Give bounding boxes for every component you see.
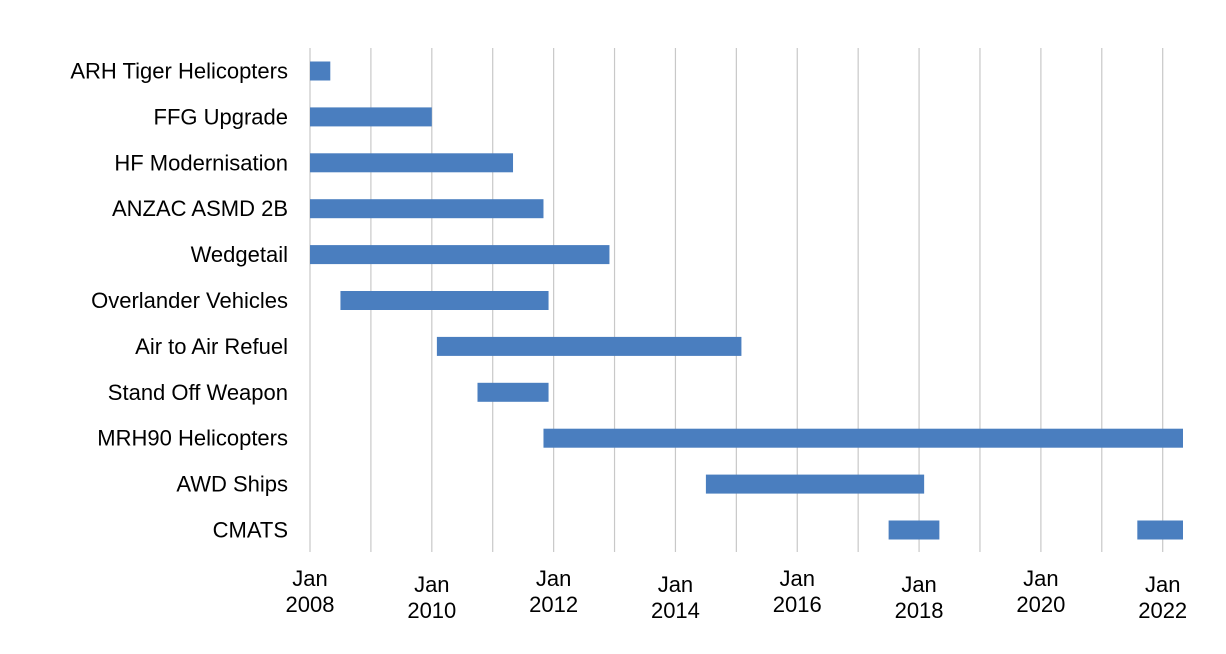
x-tick-label-month: Jan [1023, 566, 1058, 591]
x-tick-label-year: 2010 [407, 598, 456, 623]
x-tick-label-month: Jan [292, 566, 327, 591]
grid-lines [309, 48, 1164, 552]
x-tick-label-year: 2008 [286, 592, 335, 617]
bar-awd-ships [705, 474, 925, 494]
bar-arh-tiger-helicopters [310, 61, 331, 81]
bar-cmats-1 [888, 520, 940, 540]
bar-overlander-vehicles [340, 291, 549, 310]
x-tick-label-year: 2016 [773, 592, 822, 617]
x-tick-label-year: 2020 [1016, 592, 1065, 617]
category-label: ANZAC ASMD 2B [112, 196, 288, 221]
category-labels: ARH Tiger Helicopters FFG Upgrade HF Moder… [70, 59, 288, 543]
bar-hf-modernisation [310, 153, 514, 173]
x-tick-label-year: 2014 [651, 598, 700, 623]
category-label: MRH90 Helicopters [97, 426, 288, 451]
x-tick-label-year: 2022 [1138, 598, 1187, 623]
bar-stand-off-weapon [477, 382, 549, 402]
category-label: Air to Air Refuel [135, 334, 288, 359]
x-tick-label-month: Jan [536, 566, 571, 591]
category-label: Overlander Vehicles [91, 288, 288, 313]
category-label: CMATS [213, 518, 288, 543]
category-label: HF Modernisation [114, 150, 288, 175]
x-tick-label-year: 2012 [529, 592, 578, 617]
x-tick-label-month: Jan [780, 566, 815, 591]
bar-air-to-air-refuel [436, 336, 742, 356]
x-tick-label-month: Jan [1145, 572, 1180, 597]
bar-wedgetail [310, 245, 610, 265]
category-label: Wedgetail [191, 242, 288, 267]
bars [310, 61, 1183, 540]
category-label: FFG Upgrade [154, 104, 289, 129]
x-tick-label-month: Jan [658, 572, 693, 597]
x-tick-labels: Jan2008Jan2010Jan2012Jan2014Jan2016Jan20… [286, 566, 1188, 623]
category-label: Stand Off Weapon [108, 380, 288, 405]
bar-mrh90-helicopters [543, 428, 1183, 448]
bar-cmats-2 [1137, 520, 1183, 540]
bar-ffg-upgrade [310, 107, 432, 127]
x-tick-label-year: 2018 [895, 598, 944, 623]
category-label: ARH Tiger Helicopters [70, 59, 288, 84]
category-label: AWD Ships [176, 472, 288, 497]
x-tick-label-month: Jan [414, 572, 449, 597]
x-tick-label-month: Jan [901, 572, 936, 597]
bar-anzac-asmd-2b [310, 199, 544, 219]
